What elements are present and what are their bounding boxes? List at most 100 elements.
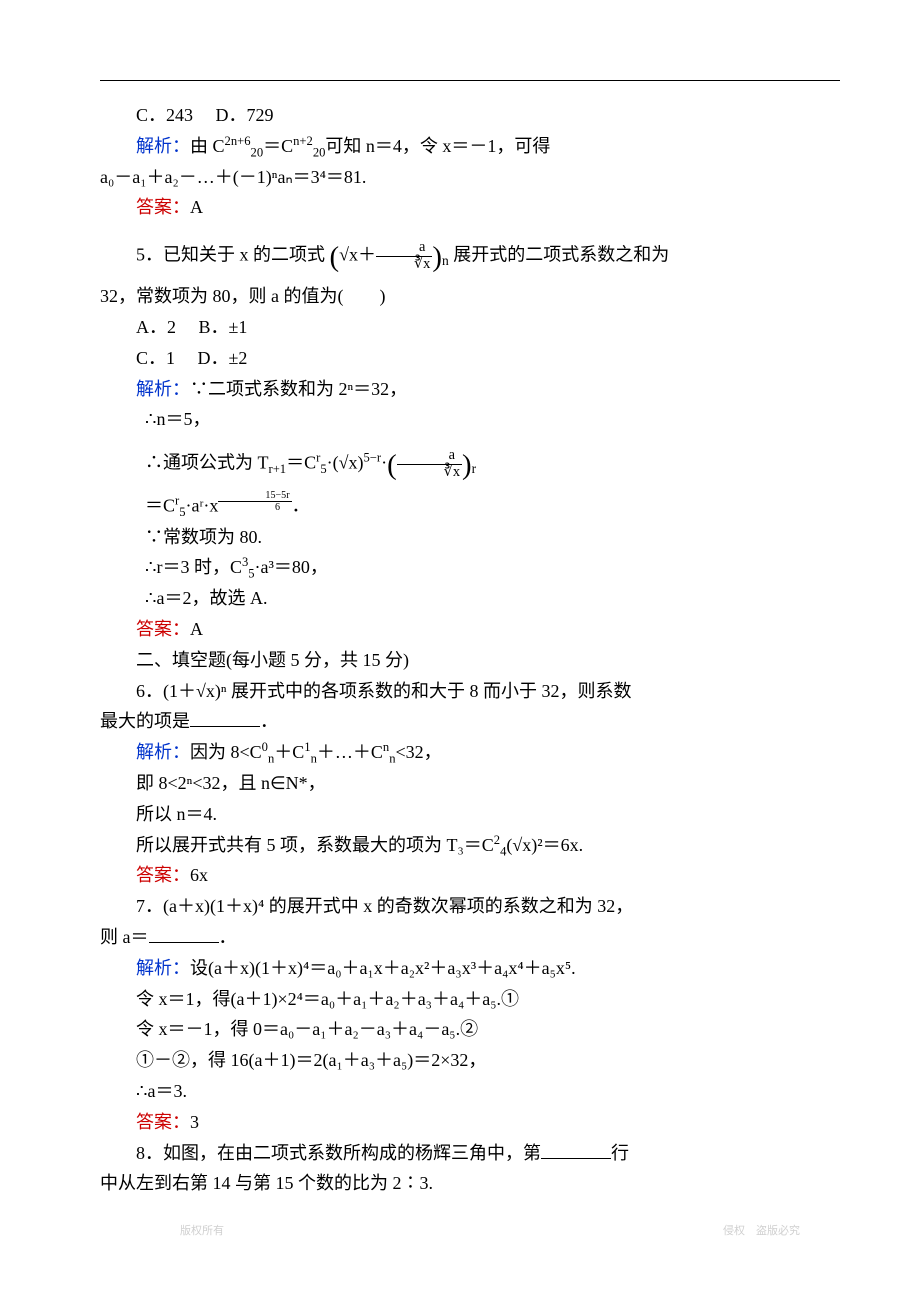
jiexi-label: 解析： bbox=[136, 136, 190, 156]
q7-jiexi-l1: 解析：设(a＋x)(1＋x)⁴＝a₀＋a₁x＋a₂x²＋a₃x³＋a₄x⁴＋a₅… bbox=[100, 954, 840, 983]
daan-value: 3 bbox=[190, 1112, 199, 1132]
paren-open: ( bbox=[387, 449, 397, 481]
text: 展开式的二项式系数之和为 bbox=[453, 244, 669, 264]
text: 8．如图，在由二项式系数所构成的杨辉三角中，第 bbox=[136, 1143, 541, 1163]
q7-jiexi-l4: ①－②，得 16(a＋1)＝2(a₁＋a₃＋a₅)＝2×32， bbox=[100, 1046, 840, 1075]
q6-jiexi-l1: 解析：因为 8<C0n＋C1n＋…＋Cnn<32， bbox=[100, 738, 840, 767]
q5-answer: 答案：A bbox=[100, 615, 840, 644]
q6-stem-line1: 6．(1＋√x)ⁿ 展开式中的各项系数的和大于 8 而小于 32，则系数 bbox=[100, 677, 840, 706]
text: ． bbox=[292, 496, 310, 516]
q7-jiexi-l2: 令 x＝1，得(a＋1)×2⁴＝a₀＋a₁＋a₂＋a₃＋a₄＋a₅.① bbox=[100, 985, 840, 1014]
sup: 5−r bbox=[363, 450, 381, 464]
daan-label: 答案： bbox=[136, 865, 190, 885]
q5-jiexi-l1: 解析：∵二项式系数和为 2ⁿ＝32， bbox=[100, 375, 840, 404]
q5-jiexi-l5: ∵常数项为 80. bbox=[100, 523, 840, 552]
text: a₀－a₁＋a₂－…＋(－1)ⁿaₙ＝3⁴＝81. bbox=[100, 167, 366, 187]
text: 设(a＋x)(1＋x)⁴＝a₀＋a₁x＋a₂x²＋a₃x³＋a₄x⁴＋a₅x⁵. bbox=[190, 958, 576, 978]
q5-jiexi-l7: ∴a＝2，故选 A. bbox=[100, 584, 840, 613]
top-rule bbox=[100, 80, 840, 81]
sub: 20 bbox=[251, 145, 264, 159]
text: (√x)²＝6x. bbox=[506, 835, 583, 855]
daan-value: A bbox=[190, 197, 203, 217]
text: ·aʳ·x bbox=[186, 496, 219, 516]
daan-value: 6x bbox=[190, 865, 208, 885]
q6-answer: 答案：6x bbox=[100, 861, 840, 890]
blank-field[interactable] bbox=[149, 924, 219, 943]
blank-field[interactable] bbox=[541, 1140, 611, 1159]
q6-stem-line2: 最大的项是． bbox=[100, 707, 840, 736]
q5-opt-b: B．±1 bbox=[199, 317, 248, 337]
text: <32， bbox=[395, 742, 441, 762]
text: ·a³＝80， bbox=[255, 557, 328, 577]
q4-jiexi-line1: 解析：由 C2n+620＝Cn+220可知 n＝4，令 x＝－1，可得 bbox=[100, 132, 840, 161]
num: a bbox=[397, 448, 462, 465]
footer-left: 版权所有 bbox=[180, 1225, 224, 1237]
q5-opt-d: D．±2 bbox=[198, 348, 248, 368]
text: 则 a＝ bbox=[100, 927, 149, 947]
q4-options-cd: C．243 D．729 bbox=[100, 101, 840, 130]
text: ∴通项公式为 T bbox=[145, 452, 269, 472]
den: ∛x bbox=[397, 465, 462, 481]
daan-value: A bbox=[190, 619, 203, 639]
q4-opt-c: C．243 bbox=[136, 105, 193, 125]
q5-opt-c: C．1 bbox=[136, 348, 175, 368]
q6-jiexi-l2: 即 8<2ⁿ<32，且 n∈N*， bbox=[100, 769, 840, 798]
q4-opt-d: D．729 bbox=[216, 105, 274, 125]
text: 可知 n＝4，令 x＝－1，可得 bbox=[325, 136, 550, 156]
text: ∵二项式系数和为 2ⁿ＝32， bbox=[190, 379, 407, 399]
q8-stem-line1: 8．如图，在由二项式系数所构成的杨辉三角中，第 行 bbox=[100, 1139, 840, 1168]
q6-jiexi-l3: 所以 n＝4. bbox=[100, 800, 840, 829]
q7-stem-line1: 7．(a＋x)(1＋x)⁴ 的展开式中 x 的奇数次幂项的系数之和为 32， bbox=[100, 892, 840, 921]
sub: r+1 bbox=[269, 462, 287, 476]
q7-jiexi-l3: 令 x＝－1，得 0＝a₀－a₁＋a₂－a₃＋a₄－a₅.② bbox=[100, 1015, 840, 1044]
frac: a∛x bbox=[376, 240, 432, 273]
frac: 15−5r6 bbox=[218, 490, 291, 513]
text: ∴r＝3 时，C bbox=[145, 557, 242, 577]
num: a bbox=[376, 240, 432, 257]
q7-answer: 答案：3 bbox=[100, 1108, 840, 1137]
text: ． bbox=[260, 711, 278, 731]
num: 15−5r bbox=[218, 490, 291, 502]
text: ＝C bbox=[145, 496, 175, 516]
sub: n bbox=[442, 253, 449, 268]
paren-close: ) bbox=[432, 241, 442, 273]
jiexi-label: 解析： bbox=[136, 742, 190, 762]
jiexi-label: 解析： bbox=[136, 379, 190, 399]
q5-opt-a: A．2 bbox=[136, 317, 176, 337]
exp: 15−5r6 bbox=[218, 494, 291, 508]
section2-heading: 二、填空题(每小题 5 分，共 15 分) bbox=[100, 646, 840, 675]
sup: 2n+6 bbox=[225, 134, 251, 148]
q8-stem-line2: 中从左到右第 14 与第 15 个数的比为 2∶3. bbox=[100, 1169, 840, 1198]
daan-label: 答案： bbox=[136, 197, 190, 217]
blank-field[interactable] bbox=[190, 708, 260, 727]
q5-stem-line2: 32，常数项为 80，则 a 的值为( ) bbox=[100, 282, 840, 311]
q5-jiexi-l6: ∴r＝3 时，C35·a³＝80， bbox=[100, 553, 840, 582]
q5-jiexi-l3: ∴通项公式为 Tr+1＝Cr5·(√x)5−r·(a∛x)r bbox=[100, 442, 840, 488]
q5-jiexi-l4: ＝Cr5·aʳ·x15−5r6． bbox=[100, 490, 840, 520]
q5-options-cd: C．1 D．±2 bbox=[100, 344, 840, 373]
text: 因为 8<C bbox=[190, 742, 262, 762]
q6-jiexi-l4: 所以展开式共有 5 项，系数最大的项为 T₃＝C24(√x)²＝6x. bbox=[100, 831, 840, 860]
q5-jiexi-l2: ∴n＝5， bbox=[100, 405, 840, 434]
q7-jiexi-l5: ∴a＝3. bbox=[100, 1077, 840, 1106]
q4-jiexi-line2: a₀－a₁＋a₂－…＋(－1)ⁿaₙ＝3⁴＝81. bbox=[100, 163, 840, 192]
text: ·(√x) bbox=[327, 452, 364, 472]
q7-stem-line2: 则 a＝ ． bbox=[100, 923, 840, 952]
text: ＝C bbox=[263, 136, 293, 156]
jiexi-label: 解析： bbox=[136, 958, 190, 978]
sub: r bbox=[472, 461, 477, 476]
den: ∛x bbox=[376, 257, 432, 273]
text: 5．已知关于 x 的二项式 bbox=[136, 244, 325, 264]
page-footer: 版权所有 侵权 盗版必究 bbox=[0, 1223, 920, 1241]
inner: √x＋ bbox=[339, 244, 376, 264]
text: ＋C bbox=[274, 742, 304, 762]
q5-stem-line1: 5．已知关于 x 的二项式 (√x＋a∛x)n 展开式的二项式系数之和为 bbox=[100, 234, 840, 280]
text: 行 bbox=[611, 1143, 629, 1163]
frac: a∛x bbox=[397, 448, 462, 481]
footer-right: 侵权 盗版必究 bbox=[723, 1223, 800, 1241]
text: 所以展开式共有 5 项，系数最大的项为 T₃＝C bbox=[136, 835, 494, 855]
text: ＋…＋C bbox=[317, 742, 383, 762]
q5-options-ab: A．2 B．±1 bbox=[100, 313, 840, 342]
text: ． bbox=[219, 927, 237, 947]
q4-answer: 答案：A bbox=[100, 193, 840, 222]
